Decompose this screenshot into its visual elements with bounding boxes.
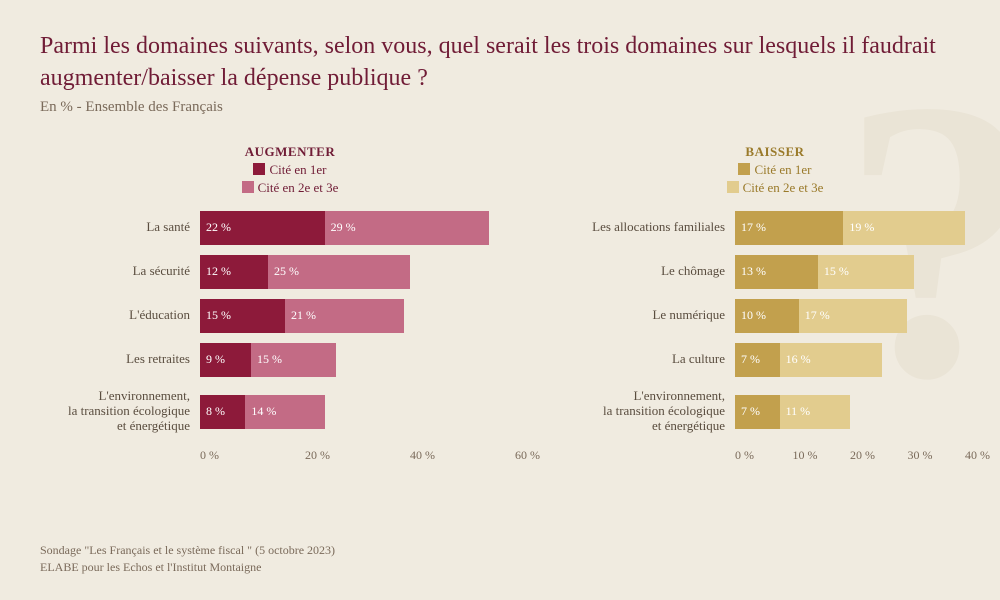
- page-title: Parmi les domaines suivants, selon vous,…: [40, 30, 960, 95]
- bar-label: La culture: [560, 352, 735, 367]
- bar-track: 17 %19 %: [735, 211, 990, 245]
- bar-label: Le numérique: [560, 308, 735, 323]
- bar-track: 7 %11 %: [735, 395, 990, 429]
- bar-track: 22 %29 %: [200, 211, 540, 245]
- chart-augmenter: AUGMENTER Cité en 1er Cité en 2e et 3e La …: [40, 144, 540, 463]
- axis-tick: 40 %: [965, 448, 990, 463]
- swatch-secondary: [727, 181, 739, 193]
- bar-label: L'éducation: [40, 308, 200, 323]
- bar-track: 10 %17 %: [735, 299, 990, 333]
- chart-heading: AUGMENTER: [40, 144, 540, 160]
- chart-header-augmenter: AUGMENTER Cité en 1er Cité en 2e et 3e: [40, 144, 540, 196]
- bar-segment-secondary: 25 %: [268, 255, 410, 289]
- bar-segment-secondary: 29 %: [325, 211, 489, 245]
- main-content: Parmi les domaines suivants, selon vous,…: [0, 0, 1000, 483]
- axis-tick: 0 %: [200, 448, 305, 463]
- legend-secondary: Cité en 2e et 3e: [560, 180, 990, 196]
- swatch-primary: [738, 163, 750, 175]
- bar-label: Les allocations familiales: [560, 220, 735, 235]
- bar-row: L'éducation15 %21 %: [40, 294, 540, 338]
- bar-segment-secondary: 14 %: [245, 395, 324, 429]
- bar-row: La sécurité12 %25 %: [40, 250, 540, 294]
- bar-row: L'environnement,la transition écologique…: [40, 382, 540, 442]
- chart-heading: BAISSER: [560, 144, 990, 160]
- bar-segment-primary: 13 %: [735, 255, 818, 289]
- bar-row: L'environnement,la transition écologique…: [560, 382, 990, 442]
- bar-segment-secondary: 21 %: [285, 299, 404, 333]
- bar-track: 13 %15 %: [735, 255, 990, 289]
- bar-segment-primary: 17 %: [735, 211, 843, 245]
- bar-label: Les retraites: [40, 352, 200, 367]
- bar-label: L'environnement,la transition écologique…: [40, 389, 200, 434]
- bar-track: 12 %25 %: [200, 255, 540, 289]
- bar-row: Le numérique10 %17 %: [560, 294, 990, 338]
- swatch-secondary: [242, 181, 254, 193]
- page-subtitle: En % - Ensemble des Français: [40, 99, 960, 116]
- legend-primary: Cité en 1er: [40, 162, 540, 178]
- bar-segment-secondary: 15 %: [818, 255, 914, 289]
- bar-segment-primary: 8 %: [200, 395, 245, 429]
- bar-segment-primary: 15 %: [200, 299, 285, 333]
- legend-primary: Cité en 1er: [560, 162, 990, 178]
- axis-tick: 20 %: [305, 448, 410, 463]
- bar-segment-primary: 7 %: [735, 395, 780, 429]
- bar-row: Le chômage13 %15 %: [560, 250, 990, 294]
- charts-row: AUGMENTER Cité en 1er Cité en 2e et 3e La …: [40, 144, 960, 463]
- bar-track: 8 %14 %: [200, 395, 540, 429]
- bar-row: Les allocations familiales17 %19 %: [560, 206, 990, 250]
- chart-header-baisser: BAISSER Cité en 1er Cité en 2e et 3e: [560, 144, 990, 196]
- chart-baisser: BAISSER Cité en 1er Cité en 2e et 3e Les a…: [560, 144, 990, 463]
- swatch-primary: [253, 163, 265, 175]
- axis-tick: 10 %: [793, 448, 851, 463]
- axis-tick: 30 %: [908, 448, 966, 463]
- bar-segment-secondary: 17 %: [799, 299, 907, 333]
- bar-label: L'environnement,la transition écologique…: [560, 389, 735, 434]
- bar-segment-secondary: 19 %: [843, 211, 964, 245]
- bar-track: 15 %21 %: [200, 299, 540, 333]
- bar-label: Le chômage: [560, 264, 735, 279]
- legend-secondary: Cité en 2e et 3e: [40, 180, 540, 196]
- source-line-2: ELABE pour les Echos et l'Institut Monta…: [40, 559, 335, 576]
- bar-segment-primary: 7 %: [735, 343, 780, 377]
- source-footer: Sondage "Les Français et le système fisc…: [40, 542, 335, 576]
- bar-row: Les retraites9 %15 %: [40, 338, 540, 382]
- axis-tick: 40 %: [410, 448, 515, 463]
- bar-segment-primary: 10 %: [735, 299, 799, 333]
- axis-tick: 0 %: [735, 448, 793, 463]
- bar-label: La santé: [40, 220, 200, 235]
- bar-segment-secondary: 15 %: [251, 343, 336, 377]
- bar-segment-secondary: 11 %: [780, 395, 850, 429]
- axis-tick: 20 %: [850, 448, 908, 463]
- source-line-1: Sondage "Les Français et le système fisc…: [40, 542, 335, 559]
- bar-segment-primary: 22 %: [200, 211, 325, 245]
- axis-tick: 60 %: [515, 448, 540, 463]
- bar-label: La sécurité: [40, 264, 200, 279]
- bar-row: La santé22 %29 %: [40, 206, 540, 250]
- axis-augmenter: 0 %20 %40 %60 %: [200, 448, 540, 463]
- bar-row: La culture7 %16 %: [560, 338, 990, 382]
- axis-baisser: 0 %10 %20 %30 %40 %: [735, 448, 990, 463]
- bar-segment-secondary: 16 %: [780, 343, 882, 377]
- bar-track: 7 %16 %: [735, 343, 990, 377]
- bar-segment-primary: 12 %: [200, 255, 268, 289]
- bar-track: 9 %15 %: [200, 343, 540, 377]
- bars-augmenter: La santé22 %29 %La sécurité12 %25 %L'édu…: [40, 206, 540, 442]
- bars-baisser: Les allocations familiales17 %19 %Le chô…: [560, 206, 990, 442]
- bar-segment-primary: 9 %: [200, 343, 251, 377]
